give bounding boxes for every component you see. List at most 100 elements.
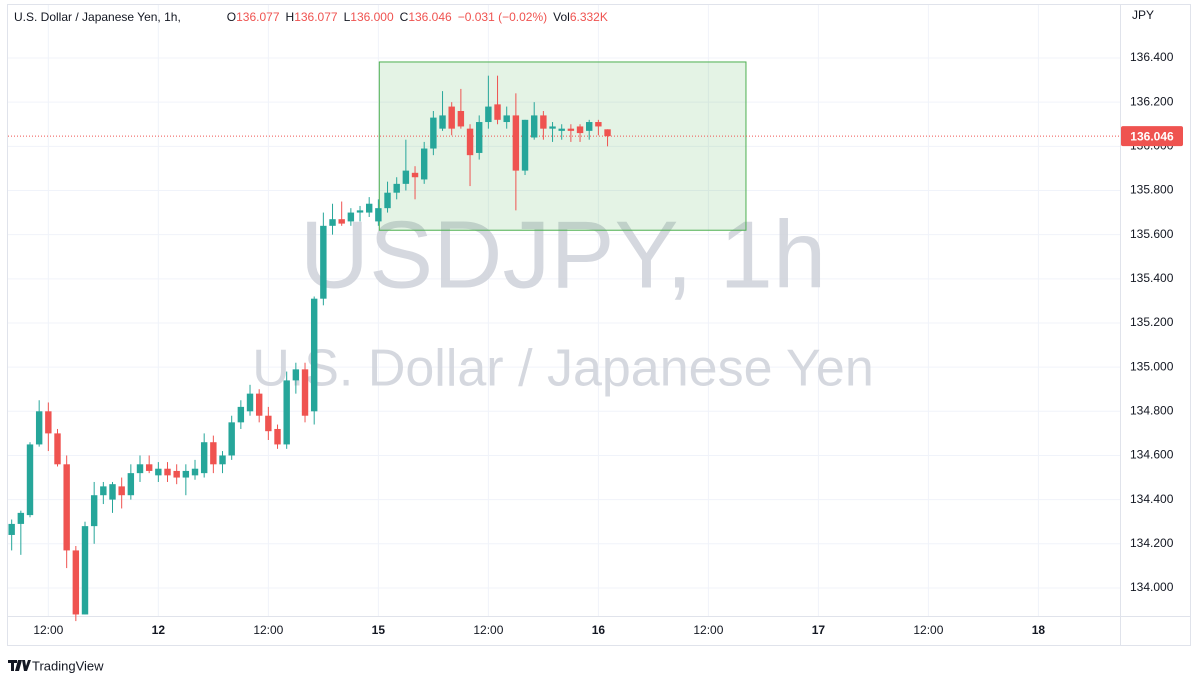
candle-body	[54, 433, 61, 465]
candle-body	[136, 464, 144, 474]
candle-body	[310, 298, 318, 412]
x-tick-label: 12:00	[473, 623, 503, 637]
x-tick-label: 12:00	[913, 623, 943, 637]
candle-body	[448, 106, 455, 129]
x-tick-label: 12:00	[693, 623, 723, 637]
candle-body	[109, 484, 116, 500]
range-rectangle	[378, 61, 747, 231]
candle-body	[301, 369, 309, 416]
candle-body	[283, 380, 290, 445]
x-tick-label: 16	[592, 623, 606, 637]
legend-item: Vol6.332K	[553, 10, 608, 24]
candle-body	[26, 444, 34, 516]
candle-body	[100, 486, 107, 496]
candle-body	[466, 128, 474, 156]
y-tick-label: 135.800	[1130, 183, 1174, 197]
candle-body	[540, 115, 547, 129]
candle-body	[365, 203, 373, 213]
candle-body	[402, 170, 410, 184]
candle-body	[530, 115, 538, 138]
legend-key: C	[399, 10, 409, 24]
candle-body	[338, 219, 345, 224]
candle-body	[182, 470, 190, 478]
y-tick-label: 135.200	[1130, 315, 1174, 329]
candle-body	[549, 126, 556, 129]
candle-body	[8, 523, 15, 535]
x-tick-label: 12	[152, 623, 166, 637]
candle-body	[191, 468, 199, 476]
x-tick-label: 12:00	[253, 623, 283, 637]
candle-body	[595, 122, 602, 127]
legend-item: L136.000	[344, 10, 394, 24]
y-tick-label: 135.600	[1130, 227, 1174, 241]
candle-body	[586, 122, 593, 131]
candle-body	[63, 464, 70, 551]
candle-body	[567, 128, 575, 131]
candle-body	[375, 208, 382, 222]
candle-body	[90, 495, 98, 527]
y-tick-label: 136.400	[1130, 50, 1174, 64]
y-tick-label: 134.400	[1130, 492, 1174, 506]
candle-body	[246, 393, 254, 412]
candle-body	[356, 210, 364, 213]
legend-value: 136.077	[236, 10, 280, 24]
current-price-box	[1121, 126, 1183, 147]
candle-body	[347, 212, 355, 222]
x-tick-label: 18	[1032, 623, 1046, 637]
candle-body	[439, 115, 446, 129]
candle-body	[512, 115, 520, 171]
candle-body	[393, 183, 400, 193]
candle-body	[173, 470, 180, 478]
candle-body	[118, 486, 125, 496]
y-tick-label: 134.800	[1130, 403, 1174, 417]
x-tick-label: 17	[812, 623, 826, 637]
candle-body	[411, 172, 419, 178]
candle-body	[329, 219, 336, 226]
chart-frame	[7, 4, 1191, 646]
candle-body	[200, 442, 208, 474]
candle-body	[127, 473, 135, 496]
candle-body	[503, 115, 510, 123]
candle-body	[35, 411, 43, 445]
candle-body	[558, 128, 565, 131]
legend-value: 136.000	[350, 10, 394, 24]
candle-body	[255, 393, 263, 416]
y-tick-label: 135.400	[1130, 271, 1174, 285]
candle-body	[292, 369, 300, 381]
branding: TradingView	[8, 658, 104, 673]
legend-key: Vol	[553, 10, 570, 24]
brand-name: TradingView	[32, 658, 104, 673]
y-tick-label: 134.600	[1130, 448, 1174, 462]
legend-key: L	[343, 10, 351, 24]
candle-body	[17, 512, 25, 524]
legend-value: −0.031 (−0.02%)	[457, 10, 548, 24]
candle-body	[475, 122, 483, 153]
candle-body	[430, 117, 437, 149]
candle-body	[384, 192, 391, 209]
candle-body	[210, 442, 217, 465]
y-tick-label: 135.000	[1130, 359, 1174, 373]
candle-body	[485, 106, 492, 123]
candle-body	[521, 119, 529, 171]
candle-body	[265, 415, 272, 432]
candle-body	[320, 225, 327, 299]
candle-body	[219, 455, 226, 465]
candle-body	[72, 550, 80, 615]
watermark-symbol: USDJPY, 1h	[300, 201, 827, 308]
candle-body	[576, 126, 584, 134]
symbol-title: U.S. Dollar / Japanese Yen, 1h,	[14, 10, 181, 24]
candle-body	[45, 411, 52, 434]
current-price-label: 136.046	[1130, 129, 1174, 143]
candle-body	[145, 464, 153, 471]
price-axis-unit: JPY	[1132, 8, 1154, 22]
x-tick-label: 12:00	[33, 623, 63, 637]
candle-body	[155, 468, 162, 476]
legend-value: 136.077	[294, 10, 338, 24]
watermark-description: U.S. Dollar / Japanese Yen	[252, 340, 874, 398]
candle-body	[237, 406, 245, 423]
candle-body	[164, 468, 171, 476]
legend-item: C136.046	[400, 10, 452, 24]
legend-item: O136.077	[227, 10, 280, 24]
